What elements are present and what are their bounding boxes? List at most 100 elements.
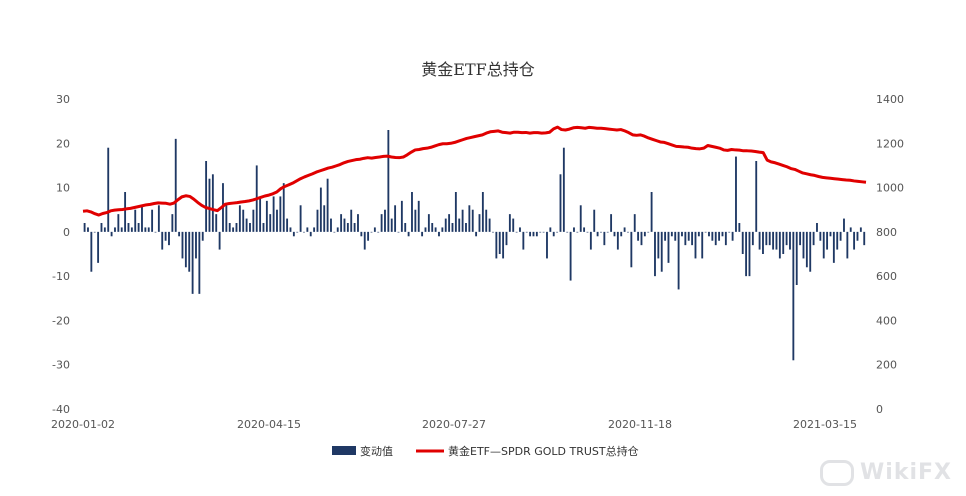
bar (228, 223, 231, 232)
bar (589, 231, 592, 250)
right-tick-label: 600 (876, 270, 897, 283)
bar (600, 231, 602, 233)
bar (576, 231, 579, 233)
bar (633, 214, 636, 232)
bar (114, 227, 116, 232)
bar (407, 231, 410, 237)
bar (643, 231, 646, 237)
bar (836, 231, 839, 250)
bar (654, 231, 656, 277)
bar (174, 138, 177, 232)
bar (373, 227, 376, 232)
bar (384, 209, 386, 232)
bar (812, 231, 815, 246)
bar (350, 209, 353, 232)
left-tick-label: -20 (52, 314, 70, 327)
bar (637, 231, 640, 241)
bar (681, 231, 683, 237)
bar (252, 209, 255, 232)
bar (731, 231, 734, 241)
bar (829, 231, 832, 237)
bar (532, 231, 535, 237)
bar (134, 209, 137, 232)
bar (309, 231, 312, 237)
bar (623, 227, 626, 232)
bar (741, 231, 744, 254)
bar (856, 231, 859, 241)
bar (181, 231, 184, 259)
bar (809, 231, 812, 272)
bar (225, 205, 228, 232)
left-tick-label: -30 (52, 359, 70, 372)
legend-bar-label: 变动值 (360, 444, 393, 458)
legend: 变动值 黄金ETF—SPDR GOLD TRUST总持仓 (332, 444, 639, 458)
left-tick-label: -10 (52, 270, 70, 283)
bar (738, 223, 741, 232)
bar (259, 196, 262, 232)
bar (708, 231, 710, 237)
bar (542, 231, 545, 233)
bar (282, 183, 285, 232)
bar (265, 200, 268, 232)
legend-line-label: 黄金ETF—SPDR GOLD TRUST总持仓 (448, 444, 639, 458)
bar (427, 214, 430, 232)
chart-title: 黄金ETF总持仓 (421, 60, 534, 79)
bar (127, 223, 130, 232)
right-tick-label: 1000 (876, 182, 904, 195)
bar (289, 227, 292, 232)
bar (640, 231, 643, 246)
bar (711, 231, 714, 241)
bar (556, 231, 559, 233)
bar (843, 218, 845, 232)
bar (164, 231, 167, 241)
bar (569, 231, 572, 281)
bar (596, 231, 599, 237)
bar (441, 227, 444, 232)
bar (579, 205, 582, 232)
bar (620, 231, 623, 237)
bar (90, 231, 93, 272)
bar (262, 223, 265, 232)
bar (775, 231, 778, 250)
bar (292, 231, 295, 237)
bar (478, 214, 481, 232)
bar (235, 223, 238, 232)
bar (184, 231, 187, 268)
bar (120, 227, 123, 232)
bar (505, 231, 508, 246)
bar (147, 227, 150, 232)
x-tick-label: 2020-11-18 (608, 418, 672, 431)
bar (249, 223, 251, 232)
bar (448, 214, 451, 232)
bar (370, 231, 373, 233)
bar (363, 231, 366, 250)
bar (785, 231, 788, 246)
bar (316, 209, 319, 232)
bar (424, 227, 427, 232)
bar (718, 231, 721, 241)
bar (697, 231, 700, 237)
bar (853, 231, 856, 250)
bar (674, 231, 677, 241)
bar (346, 223, 349, 232)
bar (319, 187, 322, 232)
bar (137, 223, 140, 232)
bar (400, 200, 403, 232)
bar (468, 205, 471, 232)
bar (269, 214, 272, 232)
bar (627, 231, 629, 233)
bar (819, 231, 822, 241)
bar (525, 231, 528, 233)
bar (832, 231, 835, 263)
bar (444, 218, 447, 232)
bar (802, 231, 805, 259)
bar (215, 214, 218, 232)
bar (299, 205, 302, 232)
bar (748, 231, 751, 277)
bar (724, 231, 727, 246)
x-tick-label: 2020-07-27 (422, 418, 486, 431)
bar (704, 231, 707, 233)
bar (454, 192, 457, 232)
bar (333, 231, 336, 233)
bar (768, 231, 771, 246)
